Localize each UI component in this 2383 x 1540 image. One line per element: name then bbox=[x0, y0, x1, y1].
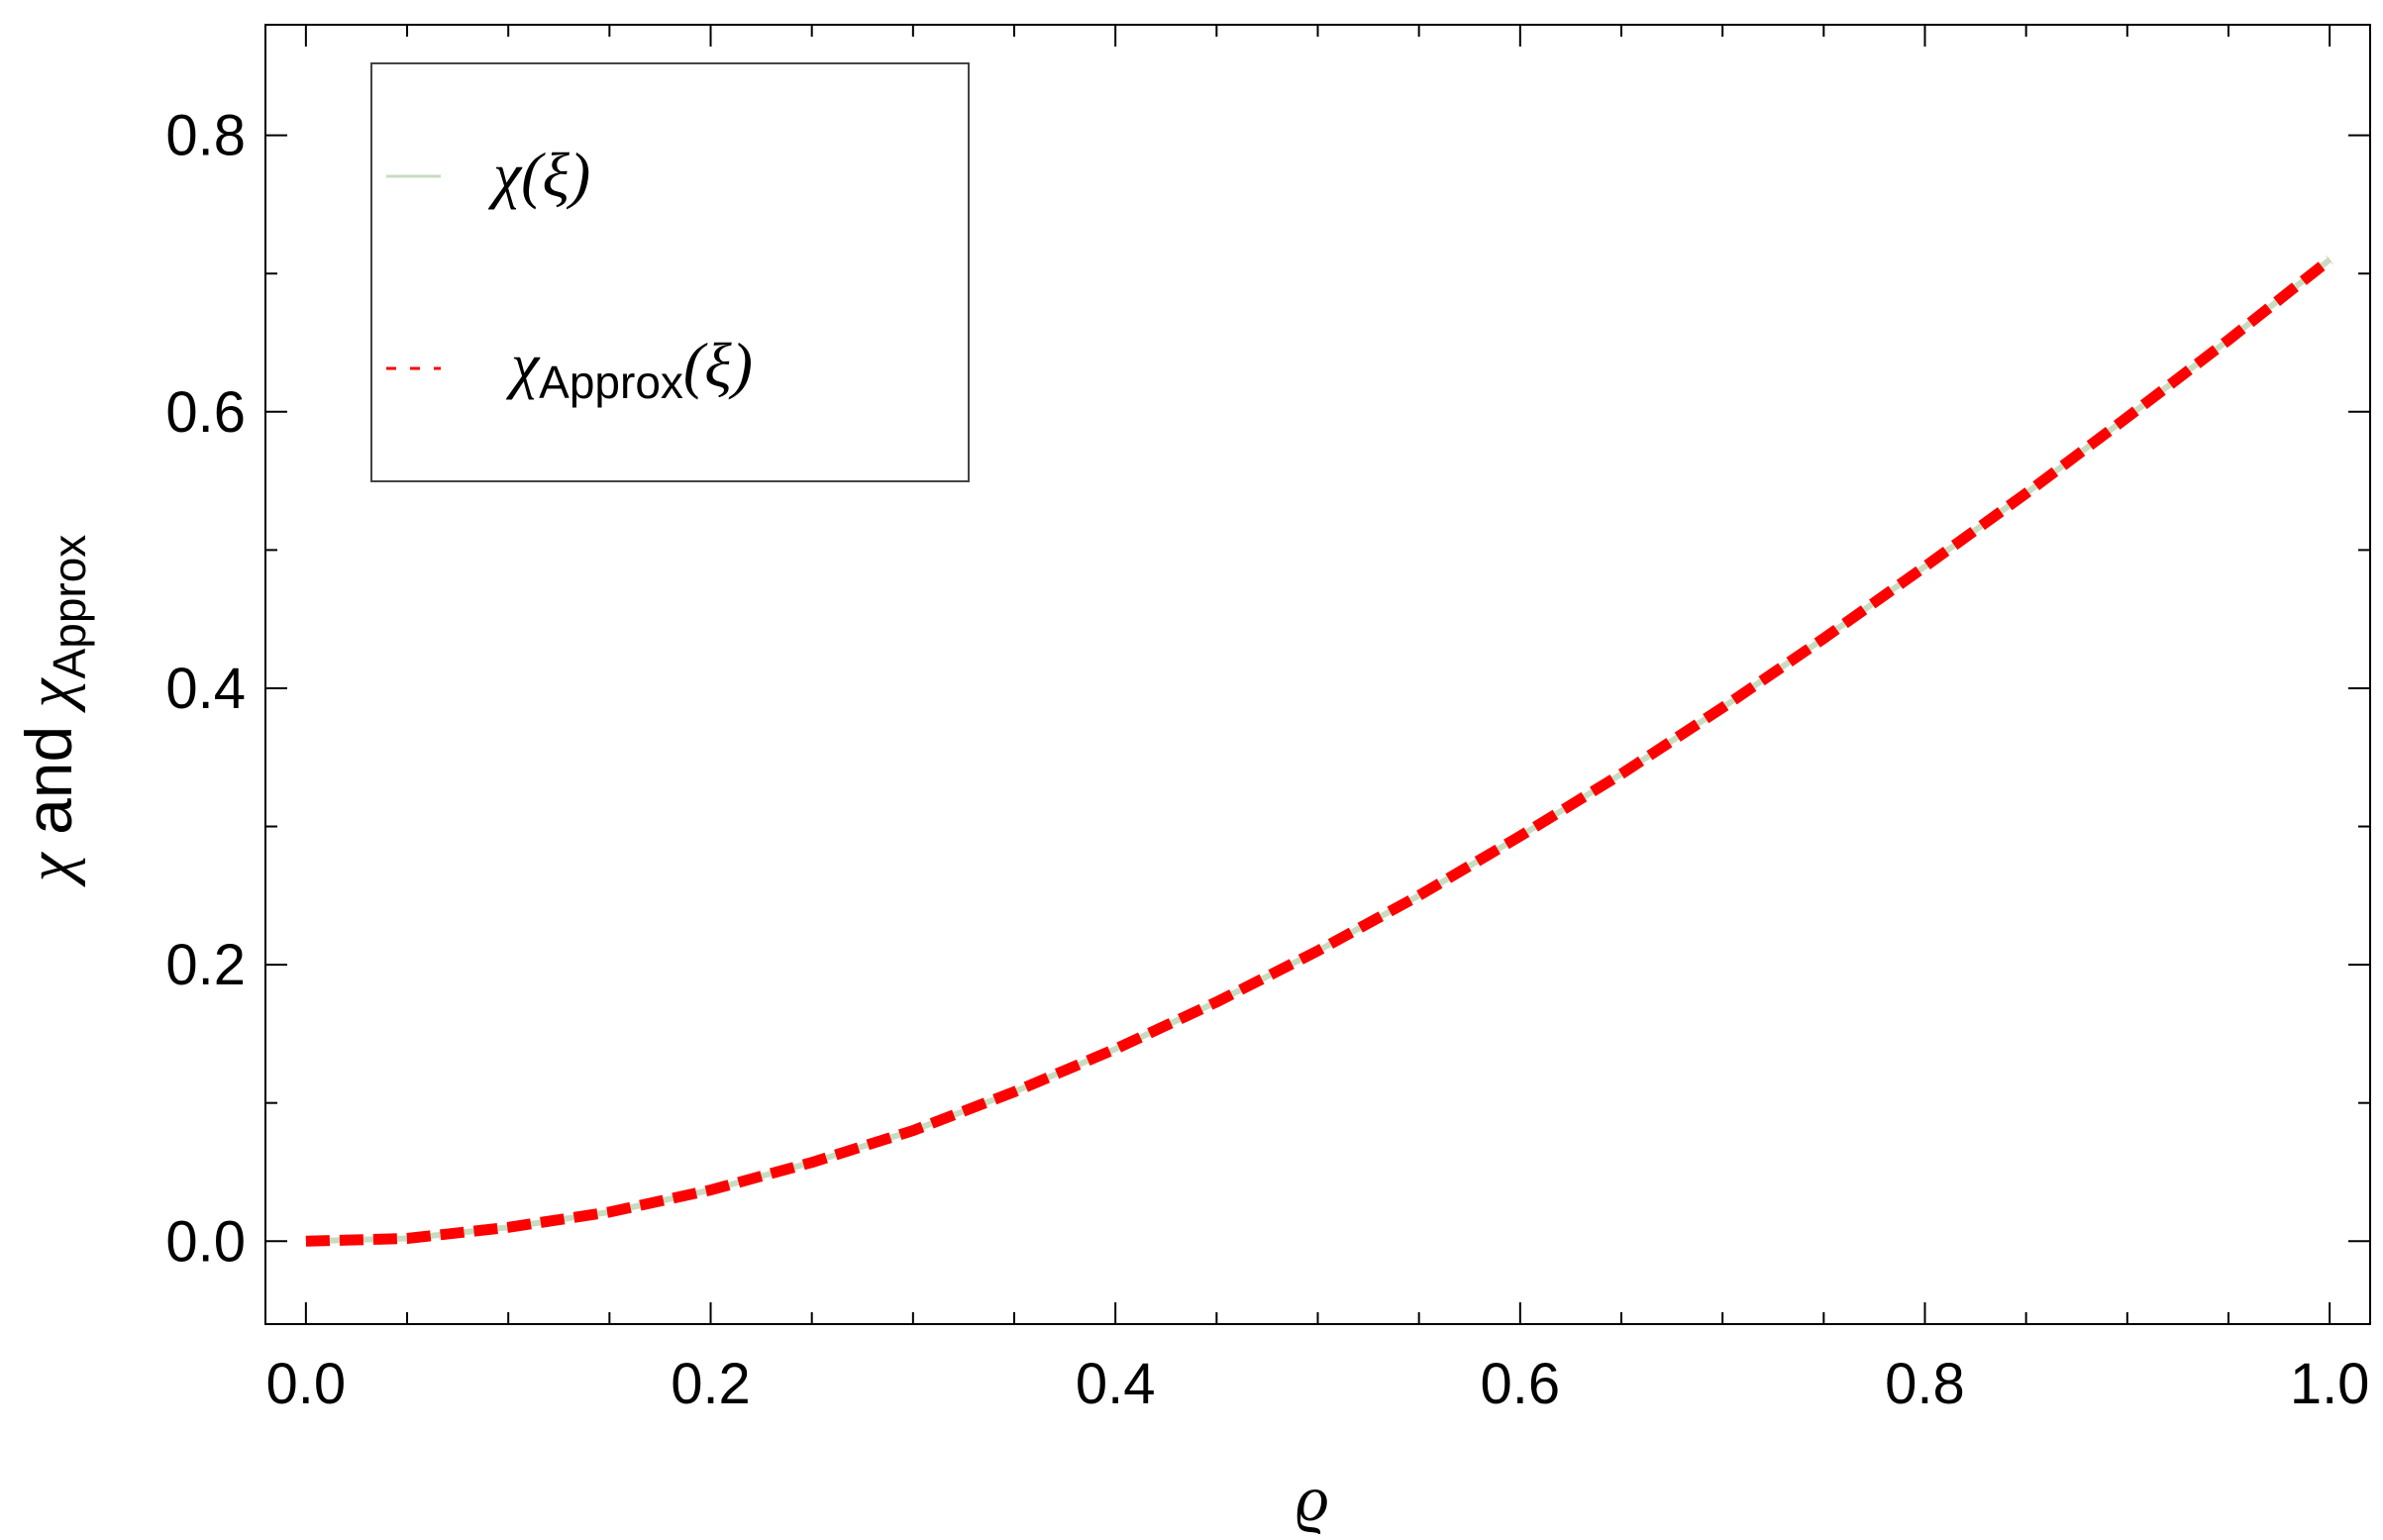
y-axis-label-and: and bbox=[12, 707, 85, 853]
series-chi-approx-line bbox=[305, 255, 2333, 1247]
legend-label-chi-approx-post: (ξ) bbox=[683, 330, 753, 400]
legend: χ(ξ) χApprox(ξ) bbox=[370, 62, 970, 482]
legend-label-chi-approx-pre: χ bbox=[505, 330, 541, 400]
series-lines bbox=[305, 255, 2333, 1247]
y-tick-label: 0.8 bbox=[165, 104, 246, 168]
x-tick-label: 0.0 bbox=[266, 1352, 347, 1416]
legend-box bbox=[370, 62, 970, 482]
x-tick-label: 0.4 bbox=[1076, 1352, 1156, 1416]
x-tick-label: 0.6 bbox=[1481, 1352, 1561, 1416]
y-tick-label: 0.6 bbox=[165, 380, 246, 445]
x-axis-label: ϱ bbox=[1295, 1463, 1328, 1535]
legend-label-chi: χ(ξ) bbox=[487, 140, 590, 210]
y-tick-label: 0.0 bbox=[165, 1209, 246, 1274]
axis-ticks: 0.0 0.2 0.4 0.6 0.8 1.0 0.0 0.2 0.4 0.6 0.8 bbox=[165, 25, 2370, 1416]
y-axis-label-chi2: χ bbox=[14, 676, 86, 713]
x-tick-label: 1.0 bbox=[2290, 1352, 2370, 1416]
y-axis-label-chi: χ bbox=[14, 851, 86, 887]
y-axis-label-sub: Approx bbox=[44, 535, 95, 679]
legend-label-chi-approx: χApprox(ξ) bbox=[505, 330, 753, 408]
x-tick-label: 0.2 bbox=[671, 1352, 751, 1416]
y-axis-label: χ and χApprox bbox=[12, 535, 95, 888]
y-tick-label: 0.2 bbox=[165, 933, 246, 997]
legend-label-chi-approx-sub: Approx bbox=[539, 357, 683, 408]
x-tick-label: 0.8 bbox=[1885, 1352, 1965, 1416]
y-tick-label: 0.4 bbox=[165, 657, 246, 721]
